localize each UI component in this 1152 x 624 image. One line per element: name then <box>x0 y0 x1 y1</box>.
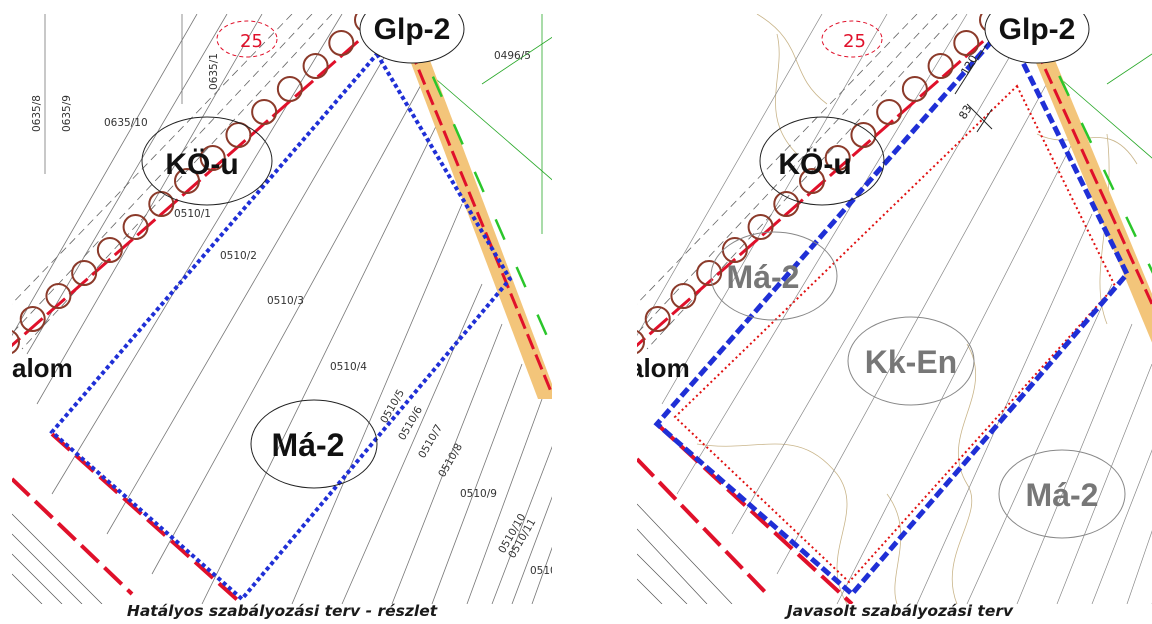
zone-ma-top-ellipse <box>710 231 838 321</box>
parcel-label: 0510/8 <box>436 441 465 479</box>
parcel-label: 0635/8 <box>31 95 43 132</box>
zone-label-ko: KÖ-u <box>778 148 851 181</box>
tree-circle-icon <box>901 76 928 102</box>
tree-circle-icon <box>328 30 355 56</box>
tree-circle-icon <box>644 306 671 332</box>
temp-ellipse <box>216 20 278 58</box>
tree-circle-icon <box>225 122 252 148</box>
map-panel-current: Glp-2 KÖ-u Má-2 alom 25 0635/8 0635/9 06… <box>12 14 552 604</box>
zone-label-ma-bottom: Má-2 <box>1026 477 1099 513</box>
temp-label: 25 <box>240 31 263 52</box>
zone-label-ko: KÖ-u <box>165 148 238 181</box>
dimension-label-2: 83 <box>956 103 974 122</box>
zone-label-alom: alom <box>637 353 690 383</box>
red-boundary-top <box>637 14 1017 348</box>
zone-label-ma: Má-2 <box>272 427 345 463</box>
parcel-label: 0510/3 <box>267 295 304 307</box>
tree-circle-icon <box>953 30 980 56</box>
temp-label: 25 <box>843 31 866 52</box>
tree-circle-icon <box>799 168 825 194</box>
parcel-label: 0510/1 <box>174 208 211 220</box>
road-green-line <box>1035 28 1152 274</box>
dimension-lines <box>954 43 993 133</box>
tree-circle-icon <box>876 99 903 125</box>
parcel-label: 0510/4 <box>330 361 367 373</box>
tree-circle-icon <box>174 168 200 194</box>
parcel-label: 0635/10 <box>104 117 148 129</box>
blue-boundary <box>653 21 1130 598</box>
red-dotted-boundary <box>673 84 1117 584</box>
current-plan-map: Glp-2 KÖ-u Má-2 alom 25 0635/8 0635/9 06… <box>12 14 552 604</box>
tree-circle-icon <box>96 237 123 263</box>
zone-ko-ellipse <box>759 116 885 206</box>
parcel-label: 0510/2 <box>220 250 257 262</box>
tree-circle-icon <box>122 214 149 240</box>
road-dashed-lines <box>637 14 958 350</box>
tree-circle-icon <box>670 283 697 309</box>
tree-circle-icon <box>696 260 723 286</box>
zone-label-alom: alom <box>12 353 73 383</box>
parcel-label: 0635/9 <box>61 95 73 132</box>
tree-circle-icon <box>927 53 954 79</box>
parcel-lines <box>12 14 552 604</box>
map-panel-proposed: 120 83 Glp-2 KÖ-u Má-2 Kk-En Má-2 alom 2… <box>637 14 1152 604</box>
zone-ma-bottom-ellipse <box>998 449 1126 539</box>
parcel-label: 0496/5 <box>494 50 531 62</box>
temp-ellipse <box>821 20 883 58</box>
tree-circle-icon <box>45 283 72 309</box>
zone-glp-ellipse <box>984 14 1090 64</box>
zone-label-ma-top: Má-2 <box>727 259 800 295</box>
tree-circle-icon <box>850 122 877 148</box>
red-boundary-lower <box>12 477 134 596</box>
hatch-area <box>12 513 103 604</box>
tree-circle-icon <box>773 191 800 217</box>
road-red-line <box>1025 28 1152 308</box>
road-dashed-lines <box>12 14 333 350</box>
tree-circle-icon <box>747 214 774 240</box>
tree-circle-icon <box>251 99 278 125</box>
zone-ma-ellipse <box>250 399 378 489</box>
caption-current-plan: Hatályos szabályozási terv - részlet <box>126 602 438 620</box>
proposed-plan-map: 120 83 Glp-2 KÖ-u Má-2 Kk-En Má-2 alom 2… <box>637 14 1152 604</box>
zone-label-glp: Glp-2 <box>374 14 451 46</box>
road-strip <box>400 34 552 399</box>
tree-circle-icon <box>12 330 20 354</box>
road-green-line <box>410 28 552 351</box>
caption-proposed-plan: Javasolt szabályozási terv <box>786 602 1014 620</box>
tree-circle-icon <box>302 53 329 79</box>
tree-circle-icon <box>71 260 98 286</box>
parcel-label: 0635/1 <box>208 53 220 90</box>
zone-ko-ellipse <box>141 116 273 206</box>
zone-kk-ellipse <box>847 316 975 406</box>
hatch-area <box>637 503 733 604</box>
parcel-label: 0510/9 <box>460 488 497 500</box>
parcel-label: 0510/7 <box>416 422 445 460</box>
zone-label-glp: Glp-2 <box>999 14 1076 46</box>
parcel-lines <box>637 14 1152 604</box>
zone-glp-ellipse <box>359 14 465 64</box>
tree-circle-icon <box>199 145 226 171</box>
red-boundary-bottom <box>50 432 244 604</box>
tree-circle-icon <box>824 145 851 171</box>
tree-circle-icon <box>19 306 46 332</box>
zone-label-kk: Kk-En <box>865 344 957 380</box>
tree-circle-icon <box>637 330 645 354</box>
road-strip <box>1022 29 1152 343</box>
tree-circle-icon <box>276 76 303 102</box>
parcel-label: 0510 <box>530 565 552 577</box>
